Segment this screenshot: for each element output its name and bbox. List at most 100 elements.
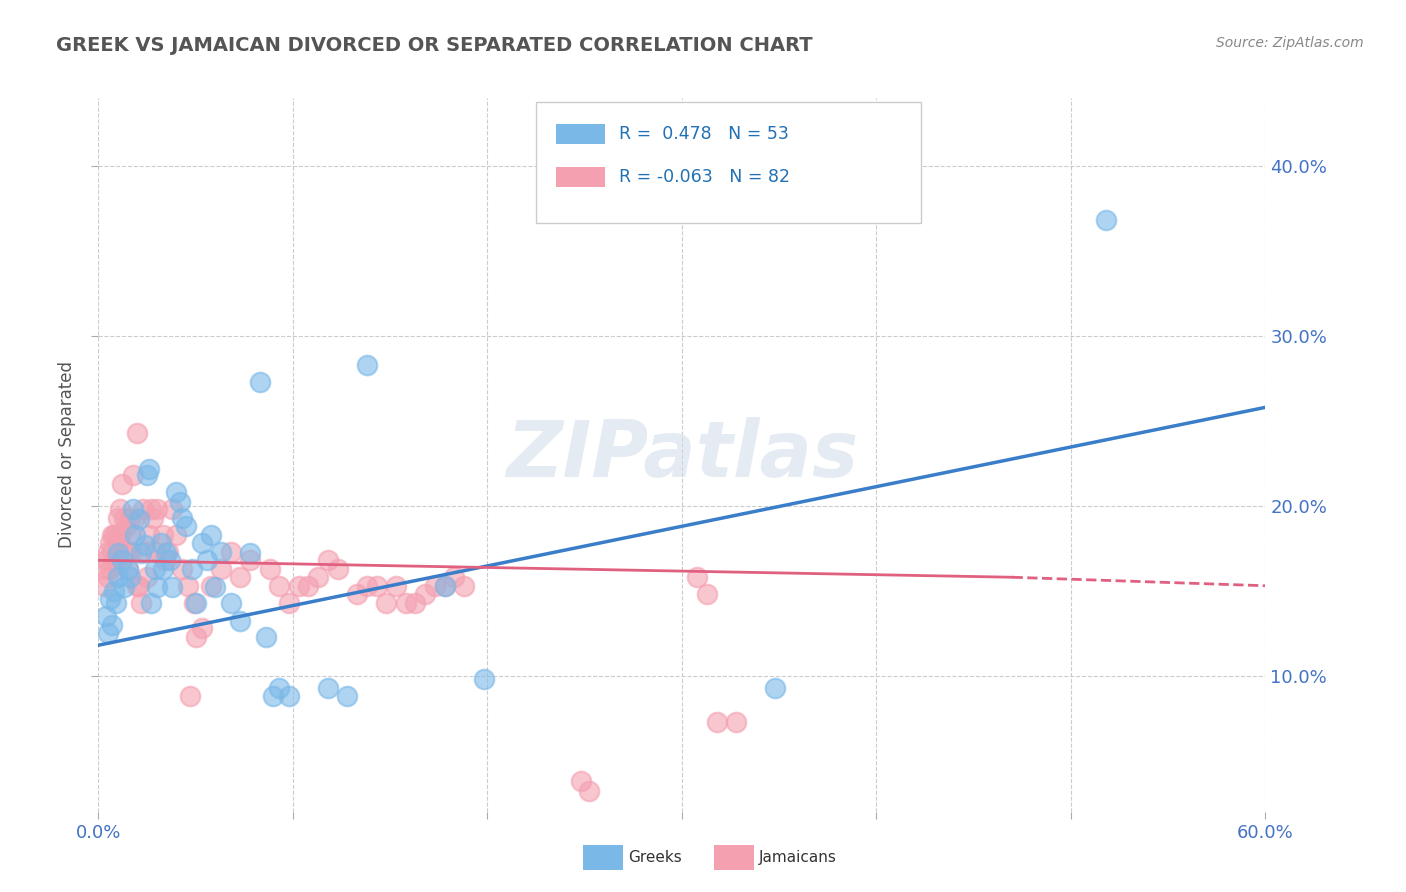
Point bbox=[97, 545, 120, 559]
Point bbox=[200, 579, 222, 593]
Point bbox=[101, 617, 124, 632]
Point bbox=[97, 570, 120, 584]
Point bbox=[395, 596, 418, 610]
FancyBboxPatch shape bbox=[536, 102, 921, 223]
Point bbox=[219, 596, 242, 610]
Point bbox=[269, 579, 291, 593]
Point bbox=[157, 545, 180, 559]
Point bbox=[128, 579, 150, 593]
Point bbox=[413, 587, 436, 601]
Point bbox=[134, 538, 156, 552]
Point bbox=[433, 579, 456, 593]
Point bbox=[180, 562, 202, 576]
Point bbox=[152, 562, 174, 576]
Point bbox=[112, 510, 135, 524]
Point bbox=[98, 592, 121, 607]
Point bbox=[385, 579, 408, 593]
Point bbox=[356, 579, 378, 593]
Point bbox=[165, 485, 187, 500]
Text: Jamaicans: Jamaicans bbox=[759, 850, 837, 864]
Point bbox=[326, 562, 349, 576]
Point bbox=[155, 546, 177, 560]
Point bbox=[112, 581, 135, 595]
Text: R = -0.063   N = 82: R = -0.063 N = 82 bbox=[619, 168, 790, 186]
Point bbox=[162, 502, 184, 516]
Point bbox=[96, 609, 118, 624]
Point bbox=[129, 596, 152, 610]
Text: ZIPatlas: ZIPatlas bbox=[506, 417, 858, 493]
Point bbox=[159, 553, 181, 567]
Point bbox=[356, 358, 378, 372]
Point bbox=[239, 553, 262, 567]
Point bbox=[101, 545, 124, 559]
Point bbox=[696, 587, 718, 601]
Point bbox=[706, 714, 728, 729]
Point bbox=[169, 495, 191, 509]
Point bbox=[96, 562, 118, 576]
Point bbox=[124, 528, 146, 542]
Point bbox=[170, 562, 193, 576]
Point bbox=[103, 528, 125, 542]
Point bbox=[336, 689, 359, 703]
Point bbox=[404, 596, 426, 610]
Point bbox=[128, 512, 150, 526]
Point bbox=[443, 570, 465, 584]
Point bbox=[143, 545, 166, 559]
Point bbox=[278, 689, 301, 703]
Point bbox=[97, 626, 120, 640]
Point bbox=[229, 570, 252, 584]
Point bbox=[152, 528, 174, 542]
Text: GREEK VS JAMAICAN DIVORCED OR SEPARATED CORRELATION CHART: GREEK VS JAMAICAN DIVORCED OR SEPARATED … bbox=[56, 36, 813, 54]
Point bbox=[122, 502, 145, 516]
Point bbox=[118, 528, 141, 542]
Point bbox=[136, 570, 159, 584]
Point bbox=[146, 581, 169, 595]
Point bbox=[104, 596, 127, 610]
Point bbox=[229, 615, 252, 629]
Point bbox=[184, 630, 207, 644]
Point bbox=[127, 425, 149, 440]
Point bbox=[124, 510, 146, 524]
Y-axis label: Divorced or Separated: Divorced or Separated bbox=[58, 361, 76, 549]
Point bbox=[297, 579, 319, 593]
Point bbox=[209, 545, 232, 559]
Point bbox=[578, 784, 600, 798]
Point bbox=[139, 502, 162, 516]
Point bbox=[569, 774, 592, 789]
Point bbox=[112, 545, 135, 559]
Point bbox=[184, 596, 207, 610]
Point bbox=[117, 562, 139, 576]
Point bbox=[122, 468, 145, 483]
FancyBboxPatch shape bbox=[555, 167, 605, 186]
Point bbox=[103, 583, 125, 598]
Text: R =  0.478   N = 53: R = 0.478 N = 53 bbox=[619, 125, 789, 143]
Point bbox=[316, 553, 339, 567]
Point bbox=[200, 528, 222, 542]
Point bbox=[96, 553, 118, 567]
Point bbox=[179, 689, 201, 703]
Point bbox=[111, 476, 134, 491]
Point bbox=[98, 562, 121, 576]
Point bbox=[138, 461, 160, 475]
Point bbox=[104, 553, 127, 567]
Point bbox=[93, 579, 115, 593]
Point bbox=[239, 546, 262, 560]
Point bbox=[1095, 213, 1118, 227]
Point bbox=[763, 681, 786, 695]
Point bbox=[103, 553, 125, 567]
Point bbox=[118, 510, 141, 524]
Point bbox=[98, 536, 121, 550]
Point bbox=[136, 468, 159, 483]
Point bbox=[165, 528, 187, 542]
Point bbox=[149, 536, 172, 550]
Point bbox=[209, 562, 232, 576]
Point bbox=[107, 546, 129, 560]
Point bbox=[316, 681, 339, 695]
Point bbox=[262, 689, 284, 703]
Point bbox=[117, 562, 139, 576]
Point bbox=[107, 570, 129, 584]
Point bbox=[190, 621, 212, 635]
Point bbox=[177, 579, 200, 593]
Text: Greeks: Greeks bbox=[628, 850, 682, 864]
Point bbox=[278, 596, 301, 610]
